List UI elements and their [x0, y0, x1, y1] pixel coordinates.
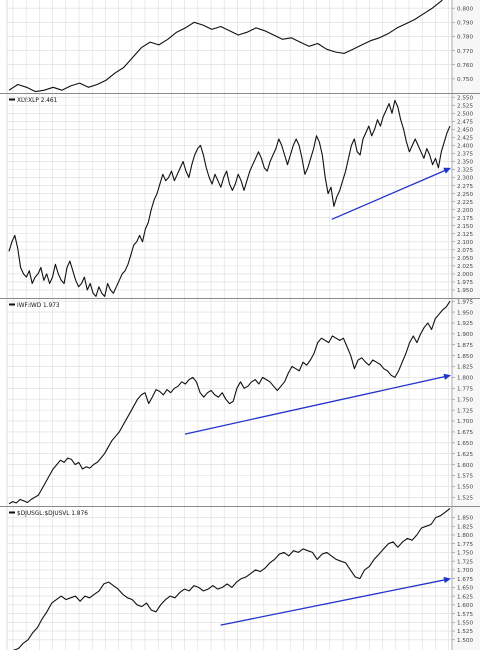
- y-tick-label: 1.950: [457, 310, 473, 316]
- chart-panel-4: 1.850 1.825 1.800 1.775 1.750 1.725 1.700 1.675…: [0, 507, 480, 653]
- y-tick-label: 1.500: [457, 638, 473, 644]
- y-axis-strip: [452, 94, 480, 298]
- y-tick-label: 1.800: [457, 376, 473, 382]
- legend-label: IWF:IWD 1.973: [17, 303, 60, 309]
- y-tick-label: 1.950: [457, 288, 473, 294]
- y-tick-label: 2.325: [457, 168, 473, 174]
- y-tick-label: 1.750: [457, 551, 473, 557]
- trendline-arrowhead: [443, 373, 451, 380]
- legend-swatch: [9, 303, 15, 306]
- trendline-arrowhead: [443, 576, 451, 584]
- chart-panel-3: 1.975 1.950 1.925 1.900 1.875 1.850 1.825 1.800…: [0, 299, 480, 507]
- y-tick-label: 2.200: [457, 208, 473, 214]
- y-tick-label: 1.650: [457, 586, 473, 592]
- y-tick-label: 1.550: [457, 485, 473, 491]
- y-tick-label: 2.400: [457, 144, 473, 150]
- y-tick-label: 2.300: [457, 176, 473, 182]
- y-tick-label: 1.975: [457, 280, 473, 286]
- y-axis-strip: [452, 299, 480, 506]
- y-tick-label: 2.375: [457, 152, 473, 158]
- y-tick-label: 1.975: [457, 299, 473, 305]
- y-tick-label: 1.600: [457, 463, 473, 469]
- y-tick-label: 2.425: [457, 136, 473, 142]
- y-tick-label: 2.550: [457, 95, 473, 101]
- y-tick-label: 0.750: [457, 77, 473, 83]
- y-tick-label: 2.225: [457, 200, 473, 206]
- y-tick-label: 1.525: [457, 629, 473, 635]
- y-tick-label: 1.650: [457, 441, 473, 447]
- y-tick-label: 2.350: [457, 160, 473, 166]
- y-tick-label: 1.925: [457, 321, 473, 327]
- series-line-1: [8, 99, 451, 297]
- series-line-1: [8, 0, 443, 93]
- y-tick-label: 2.075: [457, 248, 473, 254]
- y-tick-label: 1.725: [457, 408, 473, 414]
- y-tick-label: 1.850: [457, 516, 473, 522]
- y-axis-strip: [452, 0, 480, 93]
- y-tick-label: 0.790: [457, 20, 473, 26]
- legend-label: $DJUSGL:$DJUSVL 1.876: [17, 511, 88, 517]
- y-tick-label: 1.800: [457, 533, 473, 539]
- y-tick-label: 1.775: [457, 542, 473, 548]
- y-tick-label: 1.700: [457, 419, 473, 425]
- y-tick-label: 1.625: [457, 594, 473, 600]
- y-tick-label: 2.100: [457, 240, 473, 246]
- trendline-arrowhead: [443, 167, 451, 174]
- y-tick-label: 2.525: [457, 103, 473, 109]
- panel-background: [0, 94, 480, 298]
- y-tick-label: 1.725: [457, 559, 473, 565]
- y-tick-label: 1.575: [457, 474, 473, 480]
- y-axis-strip: [452, 507, 480, 650]
- series-line-1: [8, 507, 451, 653]
- y-tick-label: 2.500: [457, 111, 473, 117]
- y-tick-label: 1.675: [457, 577, 473, 583]
- y-tick-label: 0.780: [457, 35, 473, 41]
- y-tick-label: 0.800: [457, 6, 473, 12]
- y-tick-label: 1.900: [457, 332, 473, 338]
- y-tick-label: 1.675: [457, 430, 473, 436]
- y-tick-label: 2.125: [457, 232, 473, 238]
- y-tick-label: 2.000: [457, 272, 473, 278]
- y-tick-label: 0.770: [457, 49, 473, 55]
- panel-background: [0, 299, 480, 506]
- chart-panel-2: 2.550 2.525 2.500 2.475 2.450 2.425 2.400 2.375…: [0, 94, 480, 299]
- y-tick-label: 1.700: [457, 568, 473, 574]
- trendline-1: [220, 578, 448, 626]
- y-tick-label: 1.750: [457, 397, 473, 403]
- y-tick-label: 1.850: [457, 354, 473, 360]
- series-line-1: [8, 300, 451, 505]
- legend-swatch: [9, 98, 15, 101]
- y-tick-label: 2.175: [457, 216, 473, 222]
- y-tick-label: 1.875: [457, 343, 473, 349]
- y-tick-label: 2.275: [457, 184, 473, 190]
- trendline-1: [184, 375, 448, 435]
- y-tick-label: 1.775: [457, 387, 473, 393]
- y-tick-label: 2.250: [457, 192, 473, 198]
- y-tick-label: 2.150: [457, 224, 473, 230]
- y-tick-label: 1.550: [457, 621, 473, 627]
- y-tick-label: 1.525: [457, 495, 473, 501]
- y-tick-label: 1.625: [457, 452, 473, 458]
- y-tick-label: 2.450: [457, 128, 473, 134]
- legend-swatch: [9, 511, 15, 514]
- y-tick-label: 1.825: [457, 524, 473, 530]
- y-tick-label: 0.760: [457, 63, 473, 69]
- y-tick-label: 1.825: [457, 365, 473, 371]
- chart-panel-1: 0.800 0.790 0.780 0.770 0.760 0.750: [0, 0, 480, 94]
- y-tick-label: 2.475: [457, 120, 473, 126]
- panel-background: [0, 0, 480, 93]
- trendline-1: [331, 169, 448, 220]
- legend-label: XLY:XLP 2.461: [17, 98, 58, 104]
- y-tick-label: 2.050: [457, 256, 473, 262]
- y-tick-label: 2.025: [457, 264, 473, 270]
- y-tick-label: 1.600: [457, 603, 473, 609]
- y-tick-label: 1.575: [457, 612, 473, 618]
